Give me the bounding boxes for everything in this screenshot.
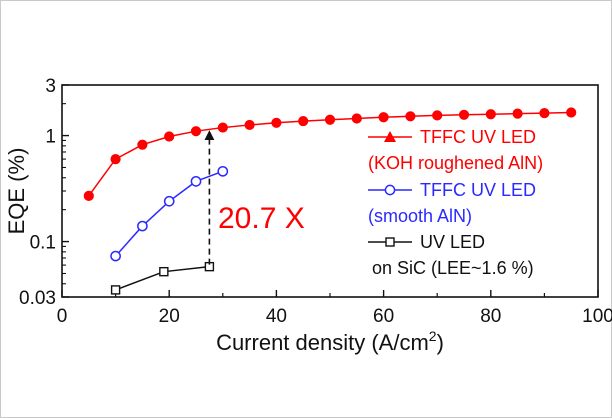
legend-item-1: TFFC UV LED (KOH roughened AlN) bbox=[368, 127, 543, 173]
y-tick-label: 0.03 bbox=[19, 288, 56, 309]
data-point bbox=[513, 109, 522, 118]
legend-label-line2: (smooth AlN) bbox=[368, 206, 472, 226]
data-point bbox=[245, 120, 254, 129]
y-axis-title: EQE (%) bbox=[4, 148, 29, 235]
x-tick-label: 60 bbox=[373, 306, 394, 327]
data-point bbox=[112, 286, 120, 294]
data-point bbox=[218, 167, 227, 176]
data-point bbox=[138, 221, 147, 230]
data-point bbox=[165, 132, 174, 141]
data-point bbox=[433, 111, 442, 120]
legend-label: TFFC UV LED bbox=[420, 127, 536, 147]
legend: TFFC UV LED(KOH roughened AlN)TFFC UV LE… bbox=[368, 127, 543, 278]
data-point bbox=[218, 123, 227, 132]
legend-item-3: UV LED on SiC (LEE~1.6 %) bbox=[368, 232, 534, 278]
data-point bbox=[352, 114, 361, 123]
x-axis-ticks: 0 20 40 60 80 100 bbox=[57, 290, 612, 327]
data-point bbox=[567, 108, 576, 117]
data-point bbox=[160, 268, 168, 276]
data-point bbox=[191, 177, 200, 186]
legend-label-line2: on SiC (LEE~1.6 %) bbox=[372, 258, 534, 278]
legend-label: TFFC UV LED bbox=[420, 180, 536, 200]
data-point bbox=[191, 127, 200, 136]
legend-label-line2: (KOH roughened AlN) bbox=[368, 153, 543, 173]
data-point bbox=[299, 116, 308, 125]
x-tick-label: 40 bbox=[266, 306, 287, 327]
y-tick-label: 3 bbox=[45, 76, 56, 97]
x-tick-label: 100 bbox=[582, 306, 612, 327]
data-point bbox=[111, 154, 120, 163]
x-tick-label: 20 bbox=[159, 306, 180, 327]
data-point bbox=[406, 112, 415, 121]
series-3 bbox=[112, 263, 214, 294]
ratio-annotation: 20.7 X bbox=[218, 202, 305, 235]
data-point bbox=[84, 191, 93, 200]
data-point bbox=[138, 140, 147, 149]
x-axis-title: Current density (A/cm2) bbox=[216, 328, 444, 355]
legend-label: UV LED bbox=[420, 232, 485, 252]
series-line bbox=[116, 171, 223, 256]
legend-marker bbox=[385, 185, 394, 194]
legend-item-2: TFFC UV LED (smooth AlN) bbox=[368, 180, 536, 226]
y-tick-label: 0.1 bbox=[30, 233, 56, 254]
x-tick-label: 0 bbox=[57, 306, 68, 327]
legend-marker bbox=[386, 238, 394, 246]
data-point bbox=[379, 113, 388, 122]
data-point bbox=[272, 118, 281, 127]
x-tick-label: 80 bbox=[480, 306, 501, 327]
data-point bbox=[325, 115, 334, 124]
data-point bbox=[459, 110, 468, 119]
data-point bbox=[111, 251, 120, 260]
y-tick-label: 1 bbox=[45, 127, 56, 148]
data-point bbox=[165, 197, 174, 206]
data-point bbox=[486, 110, 495, 119]
data-point bbox=[540, 108, 549, 117]
